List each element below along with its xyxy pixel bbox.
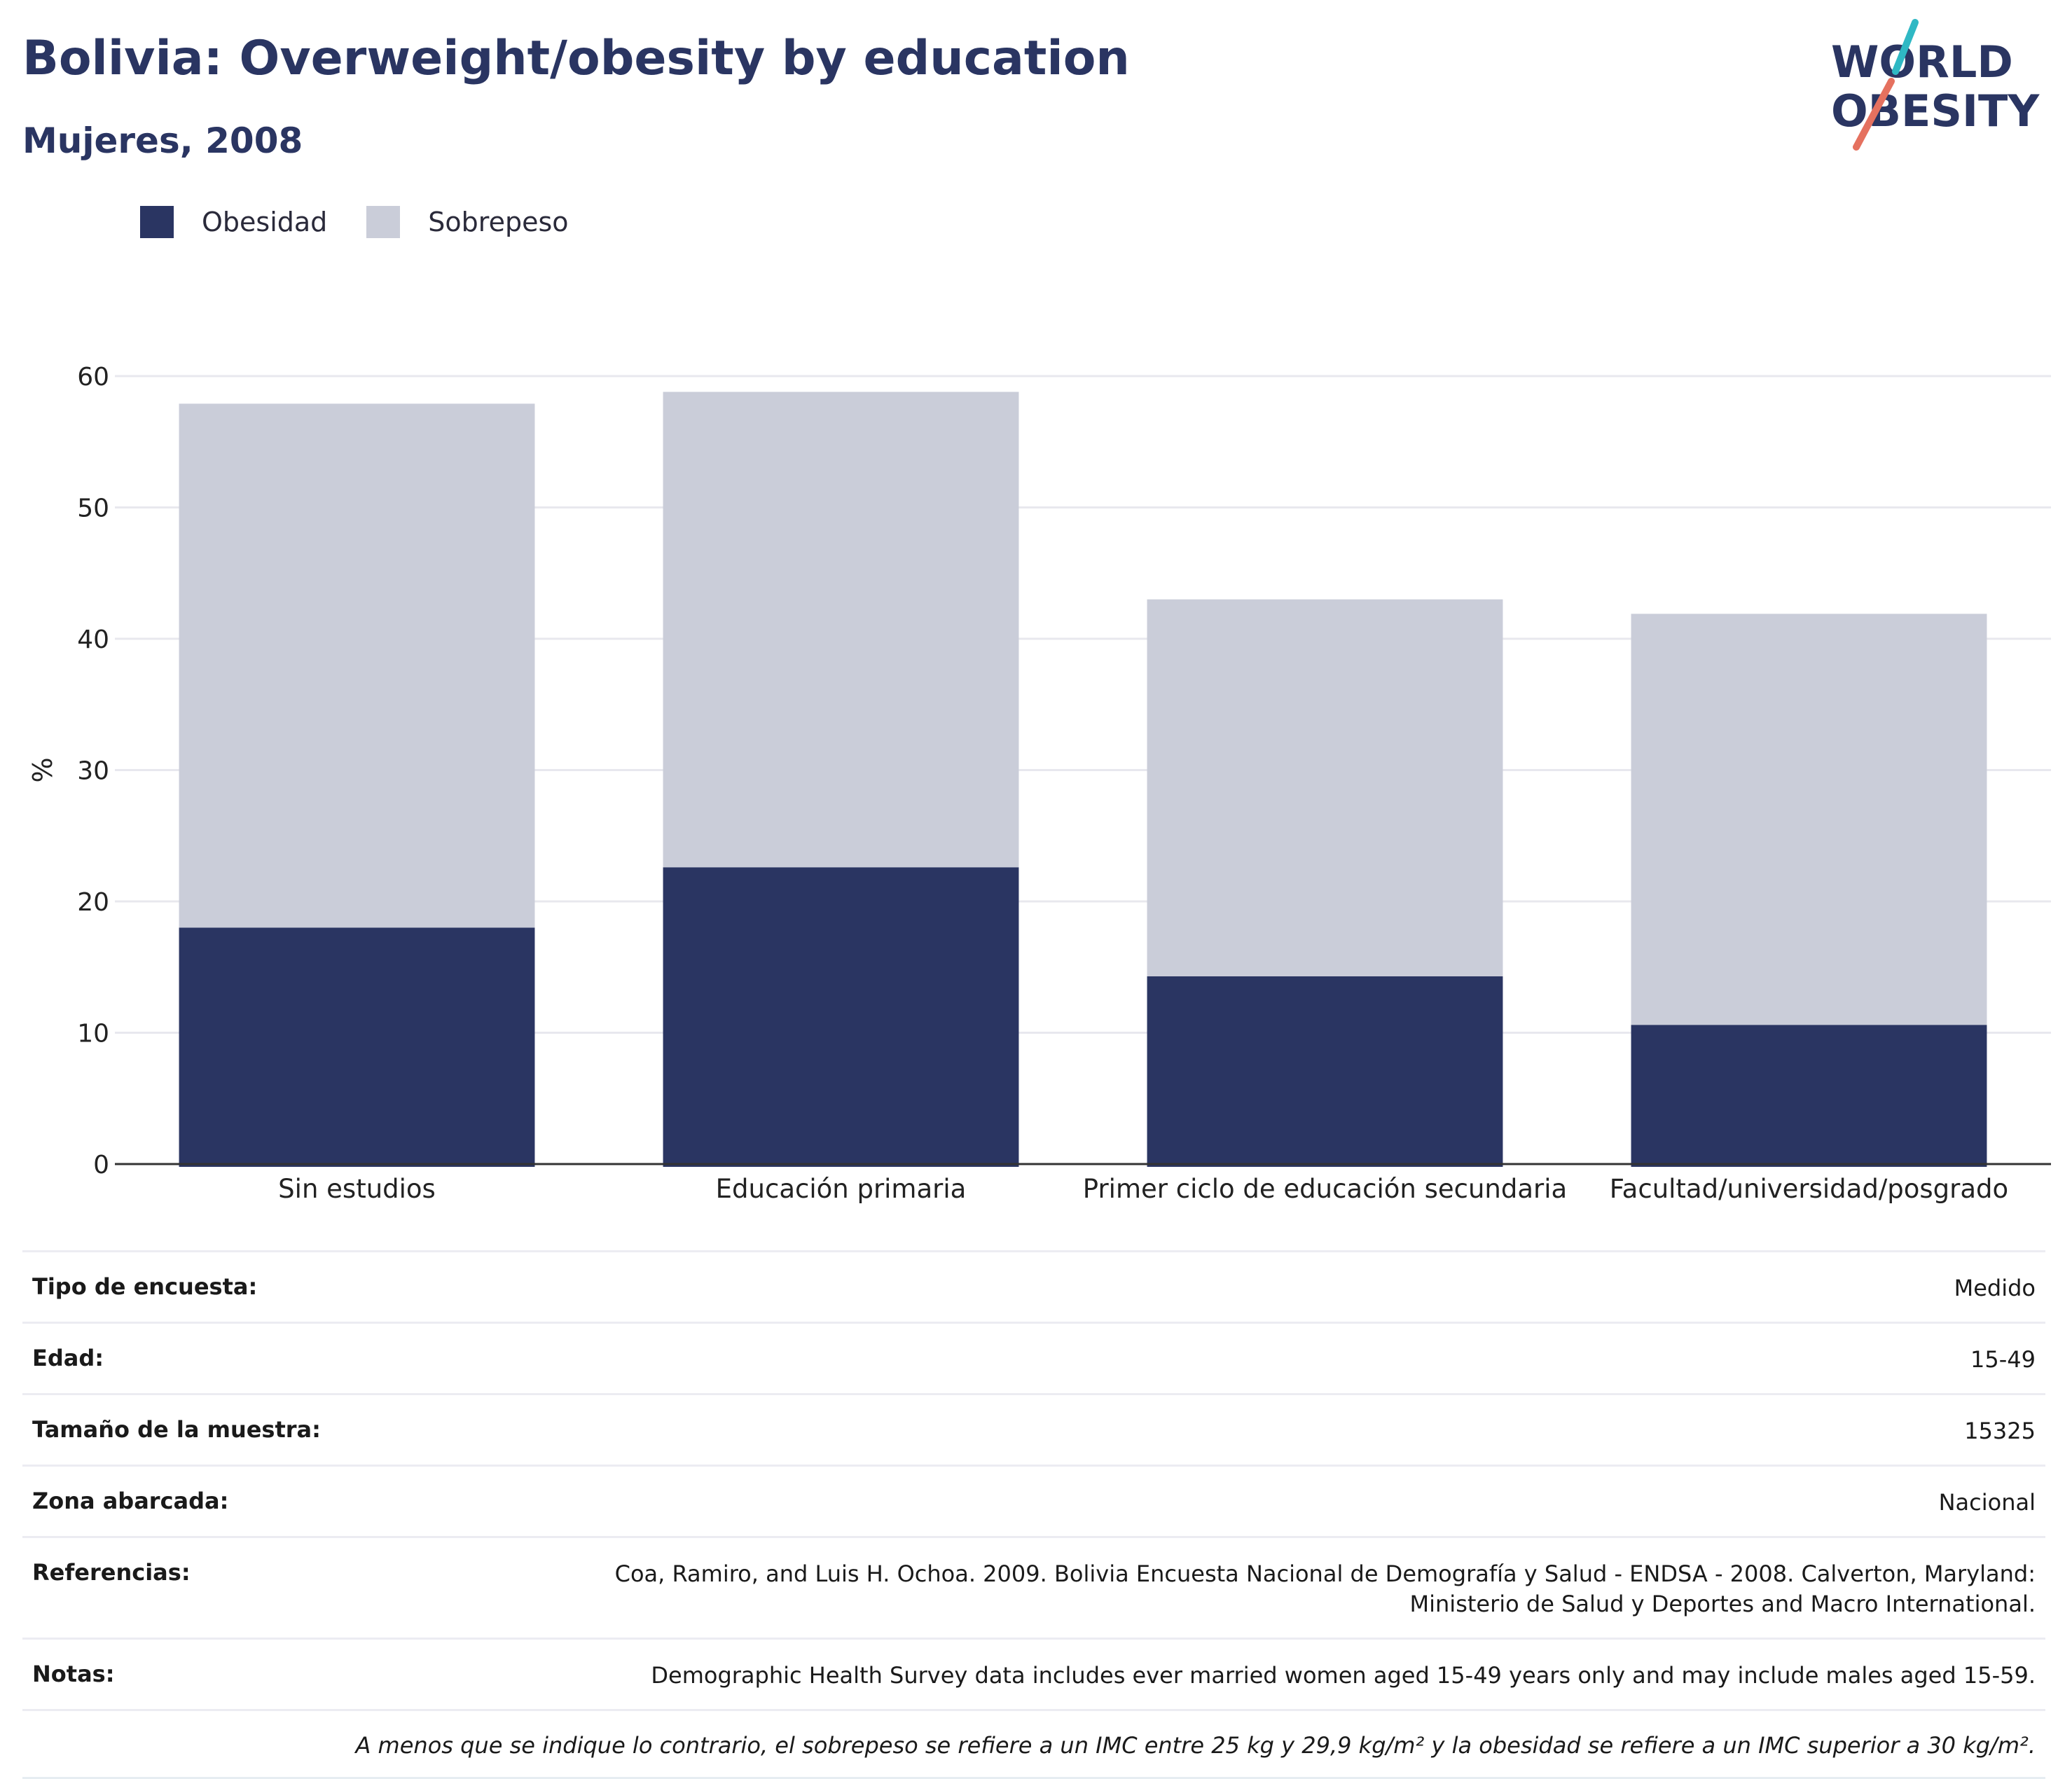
x-tick-label: Facultad/universidad/posgrado [1610, 1174, 2008, 1204]
info-value: Coa, Ramiro, and Luis H. Ochoa. 2009. Bo… [614, 1560, 2036, 1617]
info-row-references: Referencias: Coa, Ramiro, and Luis H. Oc… [22, 1536, 2045, 1638]
info-row-age: Edad: 15-49 [22, 1322, 2045, 1393]
legend-item-obesidad[interactable]: Obesidad [140, 206, 327, 238]
info-label: Edad: [32, 1345, 104, 1371]
bar-obesidad [1631, 1025, 1987, 1167]
survey-info-table: Tipo de encuesta: Medido Edad: 15-49 Tam… [22, 1250, 2045, 1779]
legend-swatch-obesidad [140, 206, 174, 238]
footnote: A menos que se indique lo contrario, el … [355, 1732, 2036, 1759]
info-row-notes: Notas: Demographic Health Survey data in… [22, 1638, 2045, 1709]
info-label: Zona abarcada: [32, 1488, 229, 1514]
info-value: 15-49 [1970, 1346, 2036, 1373]
bar-sobrepeso [1147, 599, 1503, 976]
x-tick-label: Sin estudios [278, 1174, 436, 1204]
bar-sobrepeso [663, 392, 1019, 868]
info-label: Tamaño de la muestra: [32, 1416, 321, 1443]
info-row-footnote: A menos que se indique lo contrario, el … [22, 1709, 2045, 1779]
info-value: Demographic Health Survey data includes … [651, 1662, 2036, 1689]
legend-label-sobrepeso: Sobrepeso [428, 207, 569, 237]
bar-sobrepeso [1631, 614, 1987, 1025]
y-tick-label: 20 [77, 888, 109, 917]
legend: Obesidad Sobrepeso [140, 206, 608, 238]
info-row-sample-size: Tamaño de la muestra: 15325 [22, 1393, 2045, 1465]
x-tick-label: Primer ciclo de educación secundaria [1083, 1174, 1567, 1204]
logo-slash-bottom [1853, 78, 1895, 151]
y-tick-label: 40 [77, 625, 109, 654]
y-tick-label: 10 [77, 1020, 109, 1048]
info-label: Referencias: [32, 1559, 191, 1586]
legend-label-obesidad: Obesidad [202, 207, 328, 237]
y-axis-title: % [27, 757, 58, 782]
logo-text-world: WORLD [1831, 36, 2013, 88]
legend-swatch-sobrepeso [366, 206, 401, 238]
x-tick-label: Educación primaria [716, 1174, 967, 1204]
info-value: Nacional [1938, 1489, 2036, 1516]
bar-obesidad [1147, 976, 1503, 1167]
y-tick-label: 30 [77, 757, 109, 786]
bar-obesidad [663, 867, 1019, 1167]
info-row-survey-type: Tipo de encuesta: Medido [22, 1250, 2045, 1322]
world-obesity-logo: WORLD OBESITY [1831, 19, 2040, 151]
info-label: Notas: [32, 1661, 115, 1687]
info-label: Tipo de encuesta: [32, 1273, 258, 1300]
y-tick-label: 50 [77, 494, 109, 523]
bar-sobrepeso [179, 403, 535, 928]
chart-subtitle: Mujeres, 2008 [22, 120, 303, 161]
logo-slash-top [1892, 19, 1919, 75]
y-tick-label: 60 [77, 363, 109, 392]
info-value: Medido [1954, 1275, 2036, 1301]
bar-obesidad [179, 927, 535, 1167]
info-row-area: Zona abarcada: Nacional [22, 1465, 2045, 1536]
y-tick-label: 0 [93, 1151, 109, 1179]
stacked-bar-chart: 0 10 20 30 40 50 60% Sin estudios Educación prim… [27, 363, 2051, 1204]
chart-title: Bolivia: Overweight/obesity by education [22, 31, 1130, 86]
legend-item-sobrepeso[interactable]: Sobrepeso [366, 206, 569, 238]
info-value: 15325 [1964, 1418, 2036, 1444]
